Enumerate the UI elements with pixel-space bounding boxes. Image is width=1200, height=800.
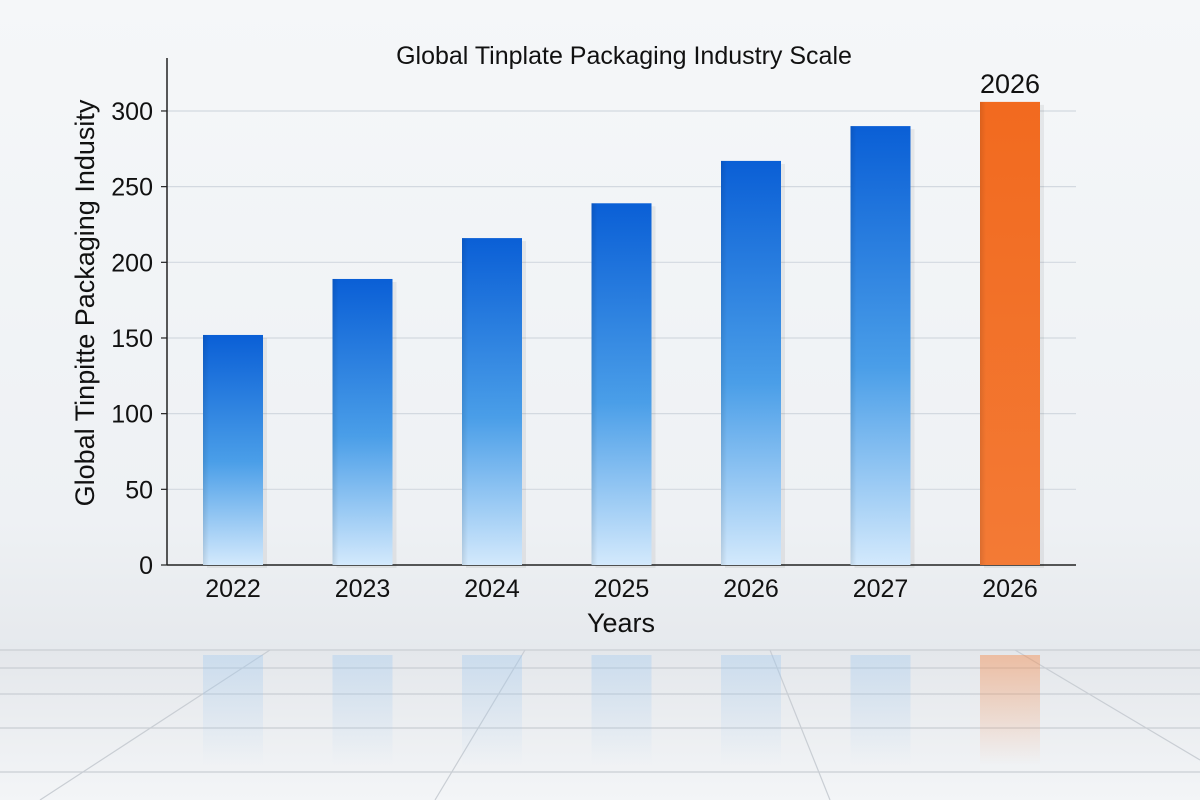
bar <box>591 203 652 565</box>
bars <box>203 101 1044 568</box>
y-axis-ticks: 0 50 100 150 200 250 300 <box>111 98 167 580</box>
bar-reflection <box>203 655 263 765</box>
chart-title: Global Tinplate Packaging Industry Scale <box>396 42 852 70</box>
highlight-bar-label: 2026 <box>980 69 1040 99</box>
bar-reflections <box>203 655 1040 765</box>
x-axis-label: Years <box>587 608 655 638</box>
bar-reflection <box>980 655 1040 765</box>
bar <box>462 238 522 565</box>
bar-reflection <box>332 655 393 765</box>
bar-edge-shade <box>721 160 727 565</box>
x-tick-label: 2023 <box>335 575 391 603</box>
bar-edge-shade <box>332 278 339 565</box>
bar <box>850 126 911 565</box>
x-tick-label: 2027 <box>853 575 909 603</box>
y-tick-label: 50 <box>125 476 153 504</box>
bar-edge-shade <box>462 238 468 565</box>
y-tick-label: 0 <box>139 552 153 580</box>
x-tick-label: 2022 <box>205 575 261 603</box>
bar-reflection <box>721 655 781 765</box>
bar-edge-shade <box>591 203 598 565</box>
bar-reflection <box>462 655 522 765</box>
bar <box>203 334 263 565</box>
y-tick-label: 250 <box>111 174 153 202</box>
bar <box>332 278 393 565</box>
x-tick-label: 2024 <box>464 575 520 603</box>
bar-highlight <box>980 101 1040 565</box>
x-tick-label: 2026 <box>982 575 1038 603</box>
x-axis-ticks: 2022 2023 2024 2025 2026 2027 2026 <box>205 575 1038 603</box>
x-tick-label: 2026 <box>723 575 779 603</box>
x-tick-label: 2025 <box>594 575 650 603</box>
y-tick-label: 300 <box>111 98 153 126</box>
y-axis-label: Global Tinpitte Packaging Indusity <box>70 99 100 506</box>
bar-edge-shade <box>980 101 986 565</box>
y-tick-label: 200 <box>111 249 153 277</box>
bar-reflection <box>850 655 911 765</box>
y-tick-label: 150 <box>111 325 153 353</box>
bar-edge-shade <box>203 334 209 565</box>
y-tick-label: 100 <box>111 401 153 429</box>
bar-reflection <box>591 655 652 765</box>
bar <box>721 160 781 565</box>
bar-edge-shade <box>850 126 857 565</box>
